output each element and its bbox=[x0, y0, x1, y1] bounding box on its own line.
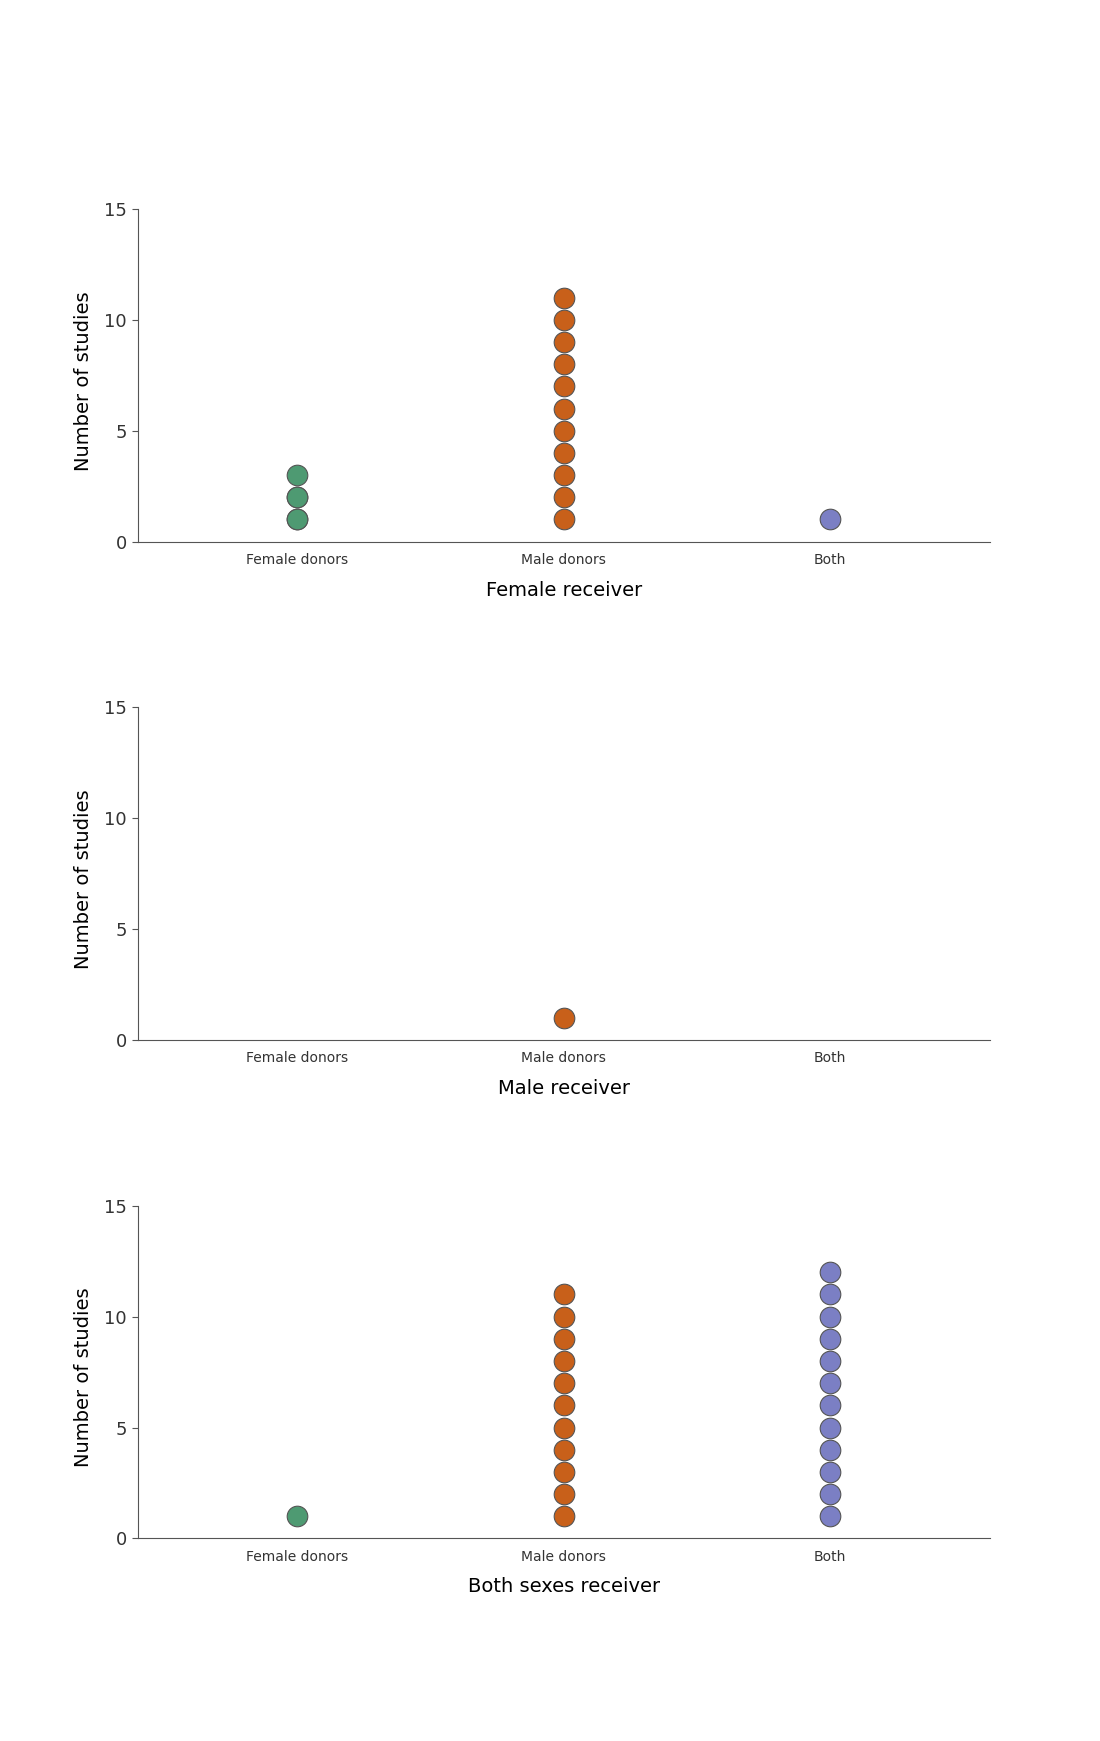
Point bbox=[554, 1348, 572, 1375]
Point bbox=[288, 1502, 306, 1530]
Point bbox=[554, 1436, 572, 1464]
Point bbox=[822, 1414, 839, 1442]
Point bbox=[554, 306, 572, 334]
Point bbox=[554, 1502, 572, 1530]
Point bbox=[554, 1325, 572, 1353]
Point bbox=[822, 1391, 839, 1419]
Point bbox=[554, 505, 572, 533]
Point bbox=[822, 1368, 839, 1396]
X-axis label: Both sexes receiver: Both sexes receiver bbox=[468, 1577, 660, 1596]
Point bbox=[554, 1391, 572, 1419]
Y-axis label: Number of studies: Number of studies bbox=[74, 291, 94, 470]
Point bbox=[554, 284, 572, 312]
Point bbox=[554, 1368, 572, 1396]
X-axis label: Male receiver: Male receiver bbox=[497, 1079, 629, 1099]
Point bbox=[822, 1281, 839, 1309]
Point bbox=[288, 505, 306, 533]
Point bbox=[554, 416, 572, 444]
Point bbox=[288, 484, 306, 512]
Point bbox=[554, 461, 572, 489]
Point bbox=[822, 1480, 839, 1508]
X-axis label: Female receiver: Female receiver bbox=[485, 580, 642, 599]
Point bbox=[554, 327, 572, 355]
Point bbox=[554, 373, 572, 400]
Point bbox=[822, 1436, 839, 1464]
Point bbox=[554, 1281, 572, 1309]
Y-axis label: Number of studies: Number of studies bbox=[74, 789, 94, 970]
Point bbox=[554, 350, 572, 378]
Point bbox=[288, 505, 306, 533]
Point bbox=[822, 505, 839, 533]
Point bbox=[822, 1502, 839, 1530]
Point bbox=[822, 1302, 839, 1330]
Point bbox=[554, 1302, 572, 1330]
Point bbox=[554, 439, 572, 467]
Point bbox=[554, 1414, 572, 1442]
Point bbox=[822, 1348, 839, 1375]
Point bbox=[554, 1457, 572, 1485]
Point bbox=[554, 1005, 572, 1032]
Point bbox=[554, 395, 572, 423]
Point bbox=[822, 1259, 839, 1287]
Point bbox=[822, 1457, 839, 1485]
Point bbox=[822, 1325, 839, 1353]
Point bbox=[554, 484, 572, 512]
Point bbox=[554, 1480, 572, 1508]
Y-axis label: Number of studies: Number of studies bbox=[74, 1288, 94, 1468]
Point bbox=[288, 461, 306, 489]
Point bbox=[288, 484, 306, 512]
